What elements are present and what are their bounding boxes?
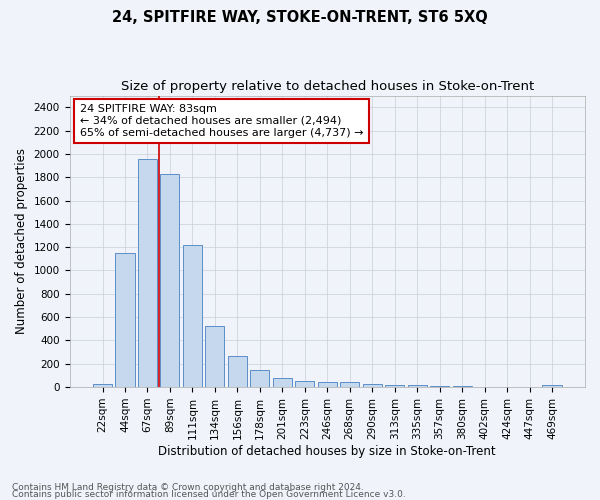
Bar	[430, 386, 449, 387]
Text: 24 SPITFIRE WAY: 83sqm
← 34% of detached houses are smaller (2,494)
65% of semi-: 24 SPITFIRE WAY: 83sqm ← 34% of detached…	[80, 104, 364, 138]
Bar	[318, 382, 337, 387]
Bar	[93, 384, 112, 387]
Text: 24, SPITFIRE WAY, STOKE-ON-TRENT, ST6 5XQ: 24, SPITFIRE WAY, STOKE-ON-TRENT, ST6 5X…	[112, 10, 488, 25]
Text: Contains public sector information licensed under the Open Government Licence v3: Contains public sector information licen…	[12, 490, 406, 499]
Bar	[205, 326, 224, 387]
Bar	[273, 378, 292, 387]
Text: Contains HM Land Registry data © Crown copyright and database right 2024.: Contains HM Land Registry data © Crown c…	[12, 484, 364, 492]
Bar	[228, 356, 247, 387]
Bar	[340, 382, 359, 387]
Bar	[385, 385, 404, 387]
Bar	[138, 158, 157, 387]
Y-axis label: Number of detached properties: Number of detached properties	[15, 148, 28, 334]
Bar	[407, 386, 427, 387]
Bar	[295, 382, 314, 387]
Bar	[452, 386, 472, 387]
Bar	[475, 386, 494, 387]
Bar	[250, 370, 269, 387]
X-axis label: Distribution of detached houses by size in Stoke-on-Trent: Distribution of detached houses by size …	[158, 444, 496, 458]
Bar	[160, 174, 179, 387]
Bar	[542, 385, 562, 387]
Bar	[362, 384, 382, 387]
Bar	[183, 245, 202, 387]
Bar	[115, 253, 134, 387]
Title: Size of property relative to detached houses in Stoke-on-Trent: Size of property relative to detached ho…	[121, 80, 534, 93]
